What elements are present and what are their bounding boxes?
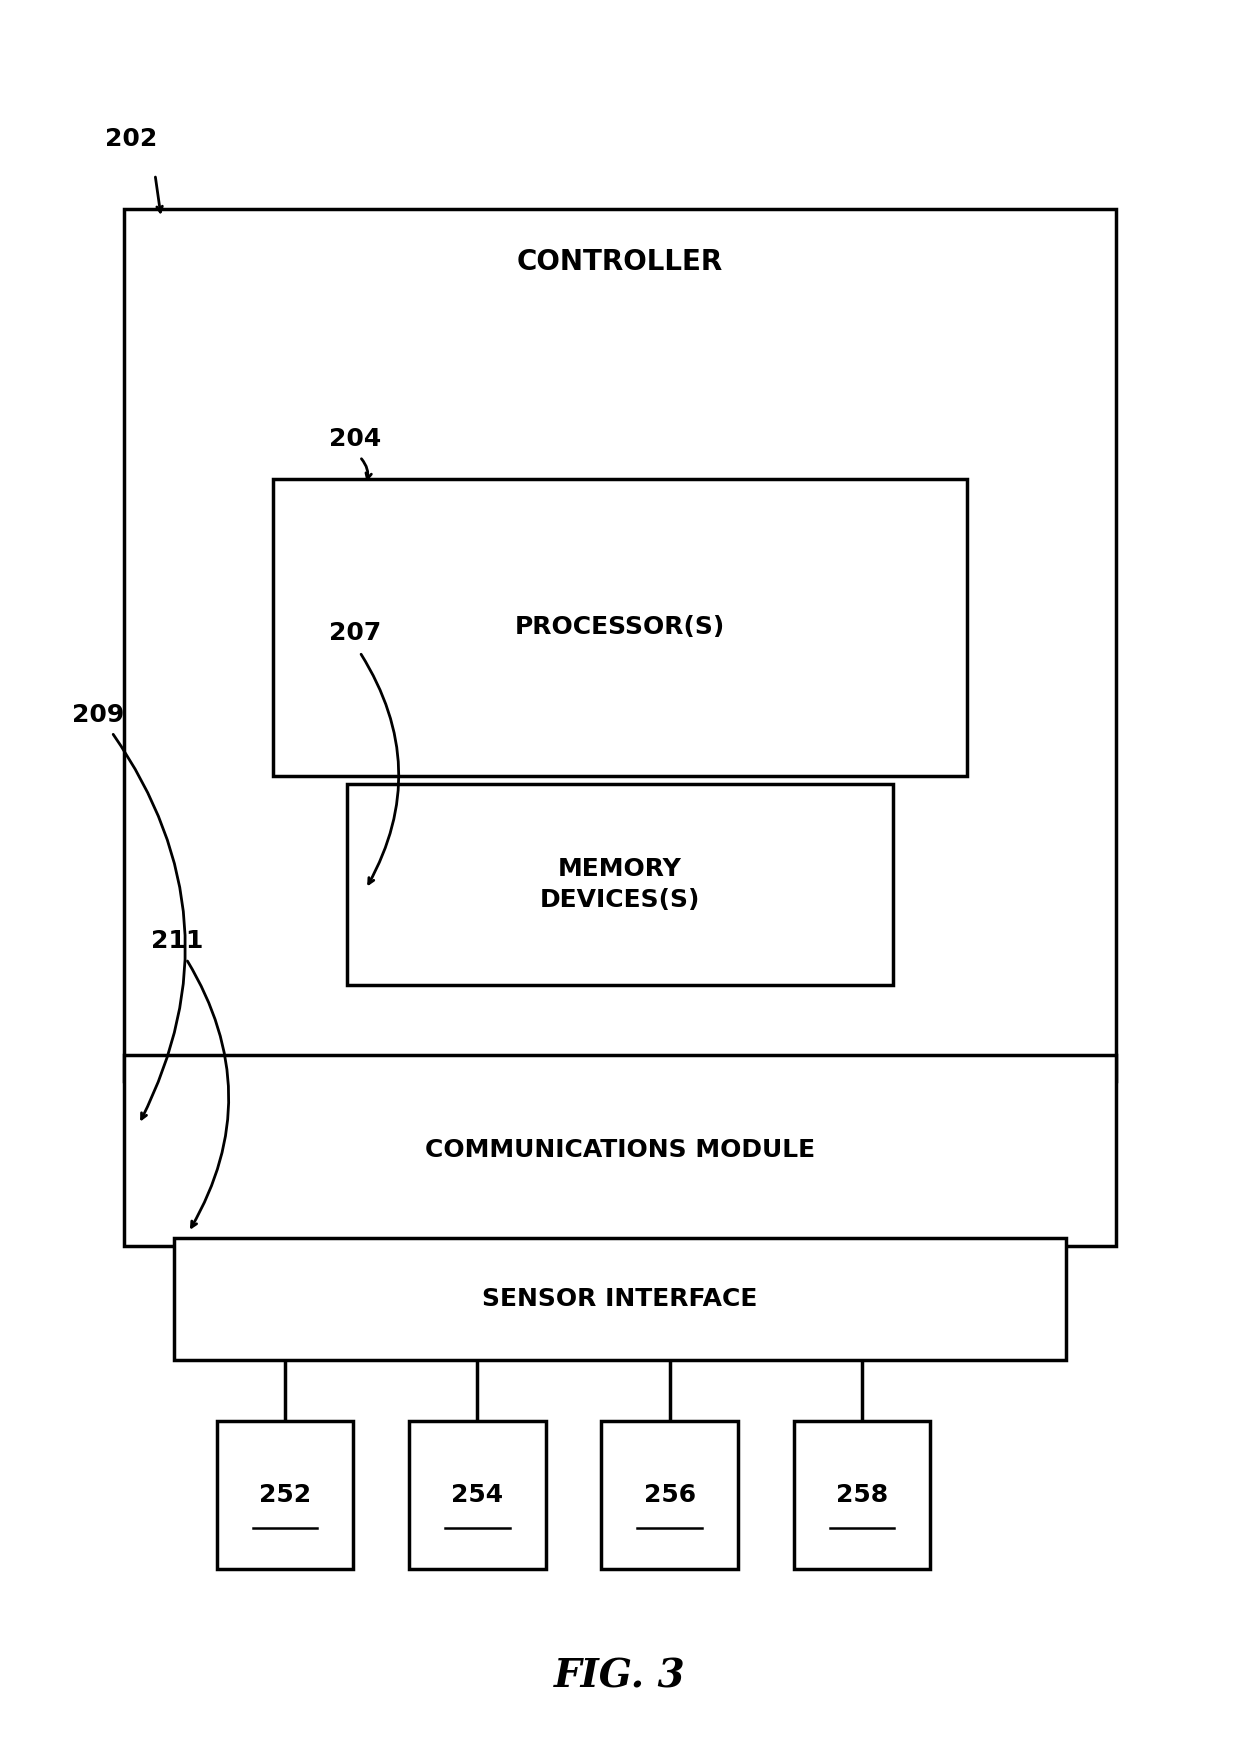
- FancyBboxPatch shape: [601, 1421, 738, 1569]
- FancyBboxPatch shape: [273, 479, 967, 776]
- Text: 202: 202: [105, 127, 157, 152]
- Text: 252: 252: [259, 1483, 311, 1506]
- Text: SENSOR INTERFACE: SENSOR INTERFACE: [482, 1286, 758, 1311]
- Text: 204: 204: [329, 427, 381, 451]
- FancyBboxPatch shape: [409, 1421, 546, 1569]
- Text: COMMUNICATIONS MODULE: COMMUNICATIONS MODULE: [425, 1138, 815, 1163]
- Text: 258: 258: [836, 1483, 888, 1506]
- Text: 211: 211: [151, 929, 203, 953]
- Text: MEMORY
DEVICES(S): MEMORY DEVICES(S): [539, 858, 701, 912]
- Text: 209: 209: [72, 702, 124, 727]
- FancyBboxPatch shape: [124, 1055, 1116, 1246]
- FancyBboxPatch shape: [174, 1238, 1066, 1360]
- Text: CONTROLLER: CONTROLLER: [517, 248, 723, 275]
- FancyBboxPatch shape: [794, 1421, 930, 1569]
- Text: FIG. 3: FIG. 3: [554, 1658, 686, 1696]
- FancyBboxPatch shape: [217, 1421, 353, 1569]
- Text: 207: 207: [329, 621, 381, 645]
- Text: PROCESSOR(S): PROCESSOR(S): [515, 615, 725, 640]
- FancyBboxPatch shape: [124, 209, 1116, 1081]
- Text: 254: 254: [451, 1483, 503, 1506]
- FancyBboxPatch shape: [347, 784, 893, 985]
- Text: 256: 256: [644, 1483, 696, 1506]
